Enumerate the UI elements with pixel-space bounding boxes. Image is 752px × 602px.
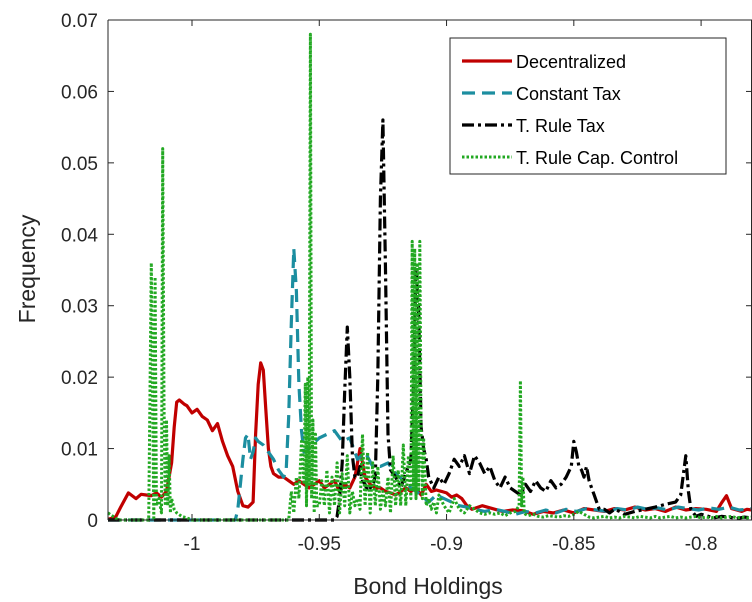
y-tick-label: 0.04 <box>61 225 98 246</box>
x-tick-label: -0.9 <box>430 534 463 555</box>
x-axis-title: Bond Holdings <box>353 573 503 599</box>
y-tick-label: 0 <box>87 511 98 532</box>
x-tick-label: -0.85 <box>552 534 595 555</box>
series-line-2 <box>108 118 752 522</box>
legend-label-2: T. Rule Tax <box>516 116 605 136</box>
axes-layer: 0 0.01 0.02 0.03 0.04 0.05 0.06 0.07 -1 -0.95 -0.9… <box>61 11 752 555</box>
x-tick-label: -0.8 <box>685 534 718 555</box>
y-tick-label: 0.07 <box>61 11 98 32</box>
x-tick-label: -0.95 <box>298 534 341 555</box>
y-tick-label: 0.06 <box>61 82 98 103</box>
y-tick-label: 0.02 <box>61 368 98 389</box>
legend: Decentralized Constant Tax T. Rule Tax T. R… <box>449 37 727 175</box>
y-axis-title: Frequency <box>14 214 40 323</box>
legend-label-3: T. Rule Cap. Control <box>516 148 678 168</box>
legend-label-1: Constant Tax <box>516 84 621 104</box>
y-tick-label: 0.01 <box>61 440 98 461</box>
legend-label-0: Decentralized <box>516 52 626 72</box>
y-tick-label: 0.03 <box>61 297 98 318</box>
x-tick-label: -1 <box>184 534 201 555</box>
y-tick-label: 0.05 <box>61 154 98 175</box>
